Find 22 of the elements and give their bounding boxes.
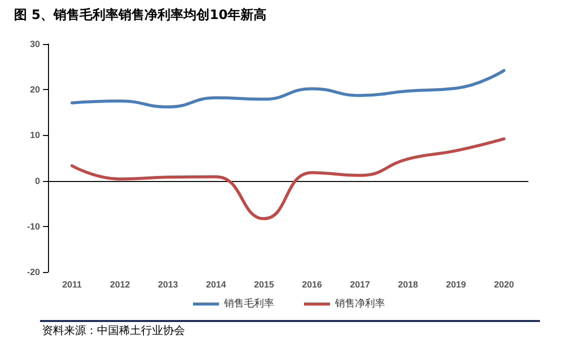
x-tick-label: 2016 — [302, 280, 322, 290]
y-tick-label: 30 — [30, 39, 40, 49]
y-tick-label: -10 — [26, 221, 40, 232]
x-tick-label: 2013 — [158, 280, 178, 290]
x-tick-label: 2019 — [446, 280, 466, 290]
x-tick-label: 2012 — [110, 280, 130, 290]
x-tick-label: 2017 — [350, 280, 370, 290]
text: 资料来源：中国稀土行业协会 — [42, 323, 185, 338]
x-tick-label: 2014 — [206, 280, 226, 290]
y-tick-label: -20 — [26, 267, 40, 277]
x-tick-label: 2011 — [62, 280, 82, 290]
x-tick-label: 2018 — [398, 280, 418, 290]
y-tick-label: 20 — [30, 84, 40, 95]
chart-title: 图 5、销售毛利率销售净利率均创10年新高 — [14, 6, 267, 24]
x-tick-label: 2020 — [494, 280, 514, 290]
legend-label: 销售净利率 — [334, 298, 385, 310]
y-tick-label: 0 — [34, 176, 40, 186]
line-series — [70, 68, 506, 108]
legend-label: 销售毛利率 — [223, 298, 274, 310]
x-tick-label: 2015 — [254, 280, 274, 290]
line-series — [70, 137, 506, 220]
y-tick-label: 10 — [30, 130, 40, 140]
